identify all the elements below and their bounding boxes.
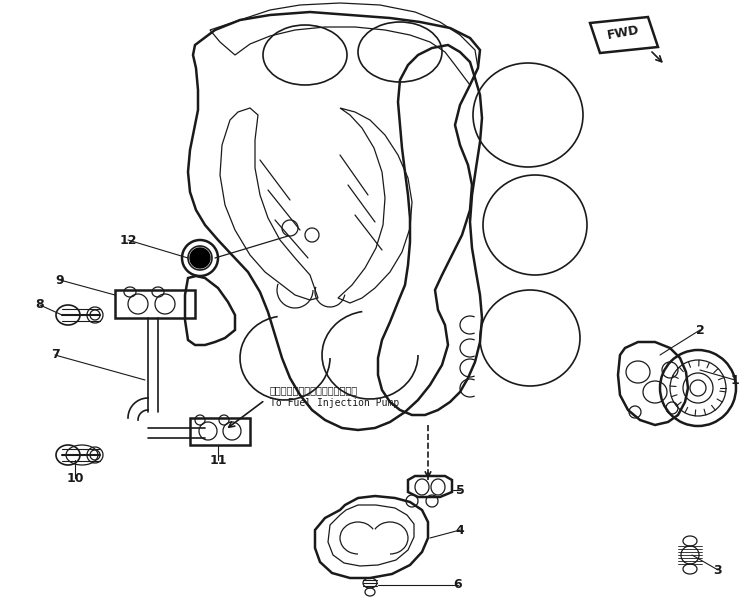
Text: 11: 11 [209, 454, 227, 466]
Text: 7: 7 [51, 349, 59, 362]
Text: 4: 4 [455, 524, 464, 536]
Text: 8: 8 [36, 299, 44, 311]
Text: To Fuel Injection Pump: To Fuel Injection Pump [270, 398, 399, 408]
Text: FWD: FWD [606, 24, 640, 42]
Circle shape [190, 248, 210, 268]
Text: 5: 5 [455, 484, 464, 497]
Text: 9: 9 [55, 273, 64, 286]
Text: 3: 3 [714, 563, 722, 576]
Text: 12: 12 [119, 234, 137, 246]
Text: 1: 1 [730, 373, 739, 387]
Text: 10: 10 [66, 471, 84, 484]
Text: フェルインジェクションポンプへ: フェルインジェクションポンプへ [270, 385, 358, 395]
Text: 6: 6 [454, 579, 462, 592]
Text: 2: 2 [696, 324, 704, 337]
